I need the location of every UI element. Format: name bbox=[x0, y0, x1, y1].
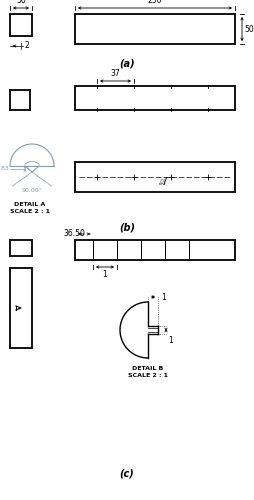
Text: 2: 2 bbox=[25, 42, 30, 50]
Bar bbox=[75, 14, 234, 44]
Text: 1: 1 bbox=[160, 292, 165, 302]
Bar bbox=[10, 268, 32, 348]
Text: 37: 37 bbox=[110, 69, 120, 78]
Text: 50: 50 bbox=[243, 24, 253, 34]
Text: 1: 1 bbox=[167, 336, 172, 345]
Bar bbox=[10, 14, 32, 36]
Bar bbox=[75, 162, 234, 192]
Text: 2.83: 2.83 bbox=[0, 166, 9, 172]
Text: (c): (c) bbox=[119, 468, 134, 478]
Text: 90.00°: 90.00° bbox=[22, 188, 42, 194]
Text: DETAIL B
SCALE 2 : 1: DETAIL B SCALE 2 : 1 bbox=[128, 366, 167, 378]
Text: 250: 250 bbox=[147, 0, 162, 5]
Text: (a): (a) bbox=[119, 58, 134, 68]
Text: 36.50: 36.50 bbox=[63, 230, 85, 238]
Text: DETAIL A
SCALE 2 : 1: DETAIL A SCALE 2 : 1 bbox=[10, 202, 50, 214]
Bar bbox=[10, 90, 30, 110]
Text: (b): (b) bbox=[119, 222, 134, 232]
Text: 50: 50 bbox=[16, 0, 26, 5]
Text: 1: 1 bbox=[102, 270, 107, 279]
Bar bbox=[10, 240, 32, 256]
Bar bbox=[75, 86, 234, 110]
Bar bbox=[75, 240, 234, 260]
Text: $\mathit{\mathscr{A}}$: $\mathit{\mathscr{A}}$ bbox=[157, 175, 167, 187]
